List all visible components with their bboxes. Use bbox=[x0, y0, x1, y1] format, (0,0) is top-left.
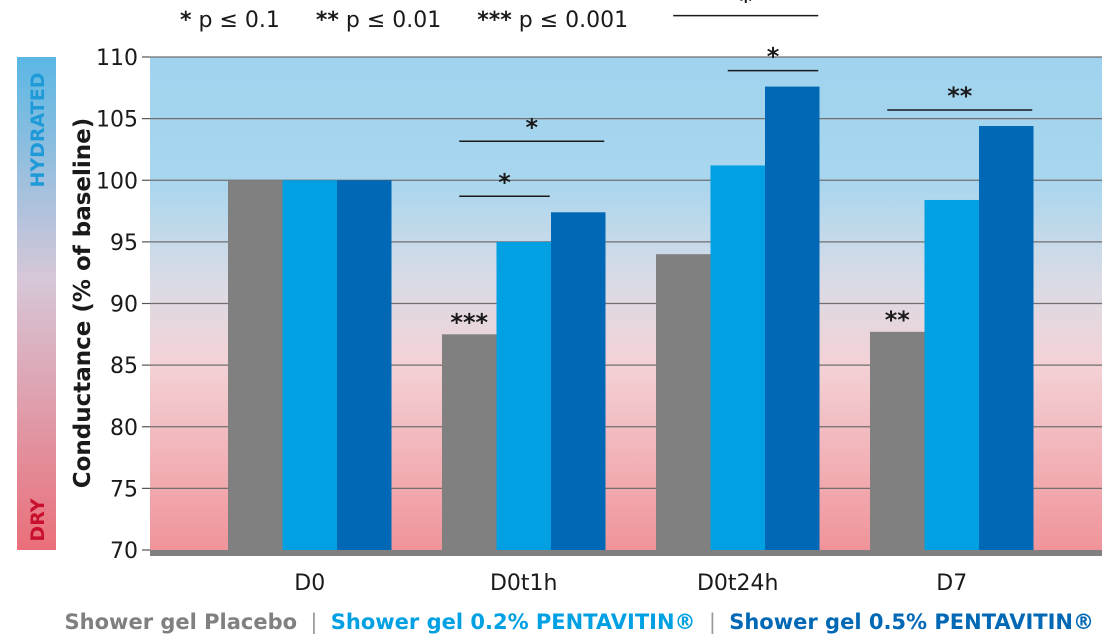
significance-text-2: p ≤ 0.01 bbox=[345, 8, 442, 33]
y-tick-label: 75 bbox=[110, 477, 138, 502]
bar-D0-series-1 bbox=[282, 180, 337, 550]
bar-D0-series-2 bbox=[337, 180, 392, 550]
significance-text-1: p ≤ 0.1 bbox=[198, 8, 280, 33]
legend-item-pentavitin-0-5: Shower gel 0.5% PENTAVITIN® bbox=[729, 610, 1094, 634]
bar-D0t24h-series-0 bbox=[656, 254, 711, 550]
bar-D0t1h-series-0 bbox=[442, 334, 497, 550]
x-tick-label: D0t24h bbox=[697, 571, 779, 596]
y-axis-title: Conductance (% of baseline) bbox=[70, 118, 96, 489]
y-tick-label: 90 bbox=[110, 293, 138, 318]
significance-bracket-label: * bbox=[498, 168, 511, 196]
legend-separator: | bbox=[708, 610, 716, 634]
bar-significance-label: *** bbox=[450, 308, 488, 336]
x-tick-label: D0t1h bbox=[490, 571, 558, 596]
y-tick-label: 105 bbox=[96, 108, 138, 133]
bar-D0-series-0 bbox=[228, 180, 283, 550]
legend-item-pentavitin-0-2: Shower gel 0.2% PENTAVITIN® bbox=[330, 610, 696, 634]
significance-bracket-label: ** bbox=[947, 82, 973, 110]
y-tick-label: 100 bbox=[96, 169, 138, 194]
chart-legend: Shower gel Placebo | Shower gel 0.2% PEN… bbox=[0, 610, 1102, 634]
bar-D0t1h-series-1 bbox=[496, 241, 551, 550]
y-tick-label: 95 bbox=[110, 231, 138, 256]
x-tick-label: D0 bbox=[294, 571, 325, 596]
bar-D0t24h-series-1 bbox=[710, 165, 765, 550]
significance-text-3: p ≤ 0.001 bbox=[518, 8, 629, 33]
side-label-hydrated: HYDRATED bbox=[27, 72, 49, 187]
significance-stars-2: ** bbox=[315, 8, 339, 33]
side-label-dry: DRY bbox=[27, 498, 49, 541]
legend-separator: | bbox=[310, 610, 318, 634]
significance-bracket-label: * bbox=[739, 0, 752, 16]
y-tick-label: 85 bbox=[110, 354, 138, 379]
y-tick-label: 70 bbox=[110, 539, 138, 564]
bar-D7-series-1 bbox=[924, 199, 979, 550]
significance-bracket-label: * bbox=[525, 113, 538, 141]
bar-D7-series-0 bbox=[870, 331, 925, 550]
x-tick-label: D7 bbox=[936, 571, 967, 596]
significance-legend: * p ≤ 0.1 ** p ≤ 0.01 *** p ≤ 0.001 bbox=[180, 8, 628, 33]
legend-item-placebo: Shower gel Placebo bbox=[64, 610, 298, 634]
significance-stars-1: * bbox=[180, 8, 192, 33]
significance-stars-3: *** bbox=[477, 8, 512, 33]
x-axis-baseline bbox=[150, 550, 1102, 556]
bar-significance-label: ** bbox=[885, 306, 911, 334]
hydration-side-bar bbox=[17, 57, 56, 550]
y-tick-label: 110 bbox=[96, 46, 138, 71]
bar-D7-series-2 bbox=[979, 126, 1034, 551]
y-tick-label: 80 bbox=[110, 416, 138, 441]
bar-D0t24h-series-2 bbox=[765, 86, 820, 550]
bar-D0t1h-series-2 bbox=[551, 212, 606, 551]
significance-bracket-label: * bbox=[767, 43, 780, 71]
